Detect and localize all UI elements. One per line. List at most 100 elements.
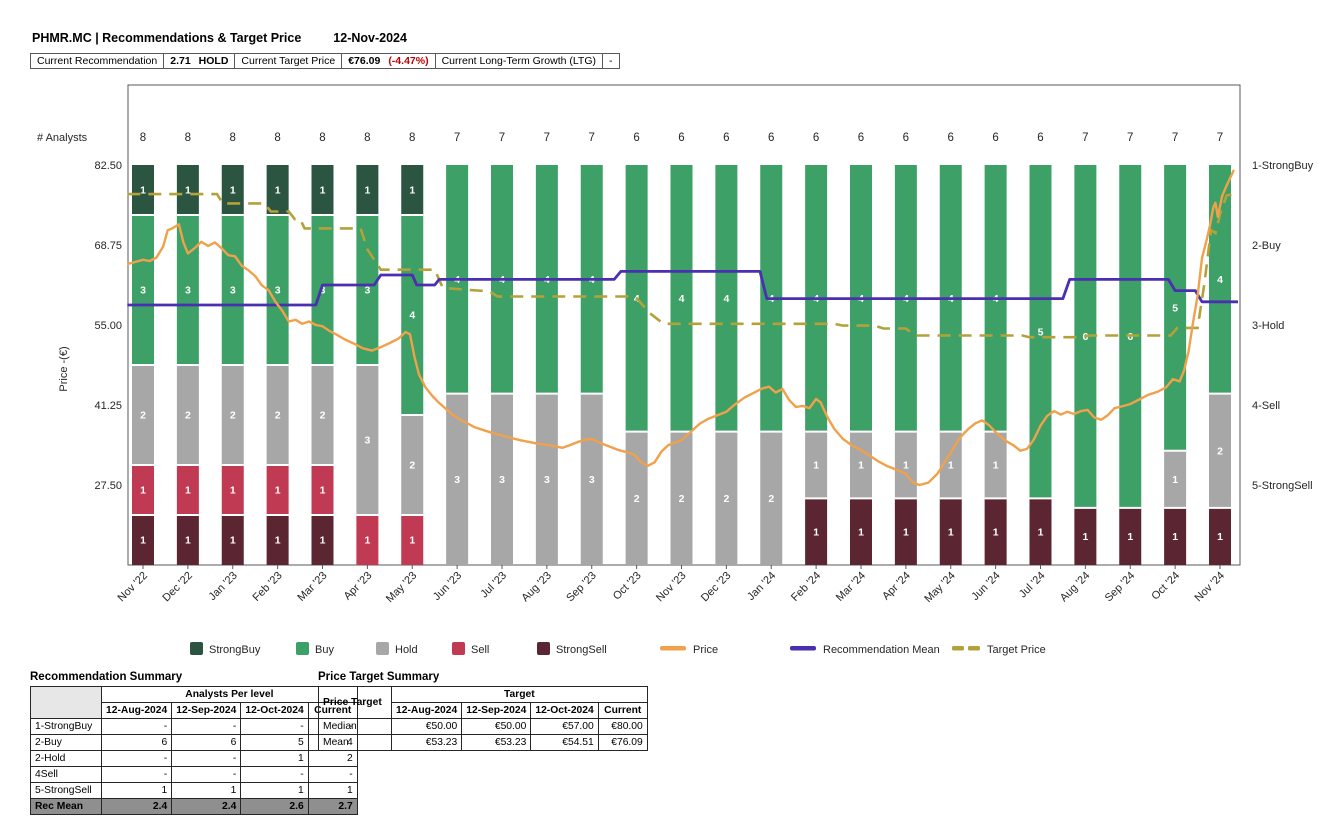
segment-count-label: 1 (948, 526, 954, 538)
bar-Mar23: 1 3 2 1 1 (311, 165, 334, 565)
segment-count-label: 3 (320, 285, 326, 297)
x-tick-label: Jun '23 (431, 570, 464, 603)
table-row: Mean €53.23 €53.23 €54.51 €76.09 (318, 734, 648, 751)
bar-Nov24: 4 2 1 (1209, 165, 1231, 565)
legend-item-sell: Sell (452, 642, 489, 656)
segment-hold (760, 431, 783, 565)
table-row: 2-Buy 6 6 5 4 (30, 734, 358, 751)
segment-strongsell (1209, 507, 1231, 565)
analyst-count: 6 (1037, 132, 1043, 144)
row-label-cell: Mean (318, 734, 392, 751)
analyst-count: 8 (140, 132, 146, 144)
segment-buy (1209, 165, 1231, 394)
segment-hold (1209, 393, 1231, 508)
analyst-count: 7 (1172, 132, 1178, 144)
legend-swatch-square (537, 642, 550, 655)
row-label-cell: 4Sell (30, 766, 102, 783)
page-title: PHMR.MC | Recommendations & Target Price… (32, 31, 407, 45)
segment-hold (311, 365, 334, 465)
segment-count-label: 2 (1217, 445, 1223, 457)
legend-item-hold: Hold (376, 642, 418, 656)
ltg-label: Current Long-Term Growth (LTG) (441, 55, 597, 67)
x-tick-label: Nov '24 (1193, 570, 1228, 605)
analyst-count: 6 (992, 132, 998, 144)
segment-count-label: 3 (499, 474, 505, 486)
segment-strongsell (176, 515, 199, 565)
bar-May24: 411 (939, 165, 962, 565)
table-row: 4Sell - - - - (30, 766, 358, 783)
y-tick-label: 27.50 (94, 480, 122, 492)
segment-strongsell (939, 498, 962, 565)
segment-hold (535, 393, 558, 565)
x-tick-label: Aug '24 (1058, 570, 1093, 605)
segment-buy (670, 165, 693, 432)
current-recommendation-rating: HOLD (198, 55, 229, 67)
value-cell: €80.00 (597, 718, 648, 735)
segment-hold (356, 365, 379, 515)
date-header-cell: 12-Sep-2024 (171, 702, 242, 719)
report-title: PHMR.MC | Recommendations & Target Price (32, 31, 302, 45)
bar-Dec23: 42 (715, 165, 738, 565)
segment-count-label: 3 (230, 285, 236, 297)
segment-buy (266, 215, 289, 365)
value-cell: 1 (171, 782, 242, 799)
value-cell: €50.00 (390, 718, 463, 735)
rating-axis-label: 2-Buy (1252, 240, 1281, 252)
legend-swatch-line (790, 646, 816, 651)
value-cell: €53.23 (461, 734, 532, 751)
current-recommendation-value-cell: 2.71 HOLD (163, 53, 236, 69)
segment-sell (401, 515, 424, 565)
segment-count-label: 5 (1038, 326, 1044, 338)
segment-count-label: 4 (679, 293, 685, 305)
x-axis: Nov '22 Dec '22 Jan '23 Feb '23 Mar '23 Apr '… (116, 565, 1228, 605)
legend-label: Target Price (987, 644, 1046, 656)
date-header-cell: Current (597, 702, 648, 719)
value-cell: €50.00 (461, 718, 532, 735)
bar-Oct24: 5 1 1 (1164, 165, 1187, 565)
segment-buy (311, 215, 334, 365)
value-cell: 2.4 (100, 798, 173, 815)
segment-strongbuy (311, 165, 334, 215)
segment-hold (715, 431, 738, 565)
legend-item-strongsell: StrongSell (537, 642, 607, 656)
segment-hold (984, 431, 1007, 499)
analyst-count: 7 (454, 132, 460, 144)
segment-strongsell (850, 498, 872, 565)
bar-Jul23: 43 (491, 165, 513, 565)
value-cell: 1 (100, 782, 173, 799)
value-cell: - (171, 766, 242, 783)
segment-strongsell (984, 498, 1007, 565)
table-header-row: Analysts Per level (30, 686, 358, 719)
segment-count-label: 1 (275, 535, 281, 547)
analyst-count: 8 (274, 132, 280, 144)
segment-count-label: 2 (634, 493, 640, 505)
bar-May23: 1 4 2 1 (401, 165, 424, 565)
x-tick-label: May '23 (384, 570, 419, 605)
value-cell: 6 (100, 734, 173, 751)
segment-hold (805, 431, 828, 499)
analyst-count: 7 (589, 132, 595, 144)
x-tick-label: Mar '23 (295, 570, 329, 604)
legend-label: Hold (395, 644, 418, 656)
y-tick-label: 68.75 (94, 240, 122, 252)
segment-count-label: 1 (140, 485, 146, 497)
segment-buy (715, 165, 738, 432)
segment-count-label: 3 (364, 285, 370, 297)
x-tick-label: May '24 (922, 570, 957, 605)
value-cell: - (240, 718, 309, 735)
segment-strongsell (805, 498, 828, 565)
segment-strongsell (1119, 507, 1142, 565)
analyst-count: 6 (633, 132, 639, 144)
y-tick-label: 82.50 (94, 160, 122, 172)
segment-count-label: 1 (275, 485, 281, 497)
segment-count-label: 2 (768, 493, 774, 505)
ltg-value: - (609, 55, 613, 67)
segment-count-label: 2 (230, 410, 236, 422)
segment-count-label: 3 (185, 285, 191, 297)
segment-count-label: 1 (409, 185, 415, 197)
segment-count-label: 2 (679, 493, 685, 505)
analyst-count: 7 (1082, 132, 1088, 144)
current-status-bar: Current Recommendation 2.71 HOLD Current… (30, 53, 620, 69)
analyst-count: 7 (499, 132, 505, 144)
bar-Jan23: 1 3 2 1 1 (221, 165, 244, 565)
